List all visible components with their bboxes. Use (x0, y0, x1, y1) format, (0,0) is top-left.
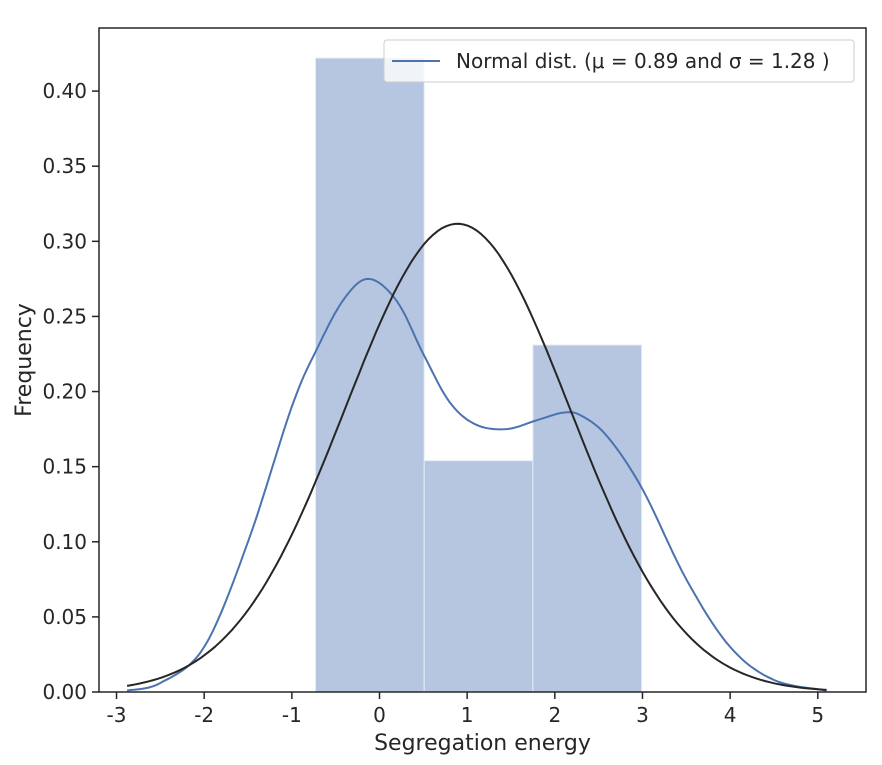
x-tick-label: 5 (811, 703, 824, 727)
y-tick-label: 0.35 (42, 154, 87, 178)
legend-entry: Normal dist. (μ = 0.89 and σ = 1.28 ) (456, 49, 830, 73)
x-tick-label: 2 (548, 703, 561, 727)
y-tick-label: 0.25 (42, 304, 87, 328)
plot-frame (98, 27, 867, 693)
x-tick-label: 4 (724, 703, 737, 727)
y-tick-label: 0.00 (42, 680, 87, 704)
kde-line (126, 277, 827, 692)
normal-fit-line (126, 222, 827, 691)
y-tick-label: 0.15 (42, 455, 87, 479)
legend: Normal dist. (μ = 0.89 and σ = 1.28 ) (383, 39, 855, 83)
x-tick-label: 3 (636, 703, 649, 727)
y-axis-label: Frequency (12, 303, 37, 417)
series-lines (126, 222, 827, 692)
y-tick-label: 0.05 (42, 605, 87, 629)
histogram-bar (532, 344, 643, 693)
x-axis-label: Segregation energy (374, 731, 591, 756)
y-tick-label: 0.40 (42, 79, 87, 103)
y-tick-label: 0.20 (42, 380, 87, 404)
axis-ticks: -3 -2 -1 0 1 2 3 4 5 0.00 0.05 0.10 0.15 0.20 0.25 0.30… (42, 79, 824, 727)
legend-box (383, 39, 855, 83)
x-tick-label: 1 (461, 703, 474, 727)
x-tick-label: -2 (194, 703, 214, 727)
histogram-bar (315, 57, 425, 693)
histogram-bar (423, 460, 534, 693)
x-tick-label: -1 (282, 703, 302, 727)
histogram-bars (315, 57, 643, 693)
y-tick-label: 0.30 (42, 229, 87, 253)
x-tick-label: -3 (107, 703, 127, 727)
x-tick-label: 0 (373, 703, 386, 727)
y-tick-label: 0.10 (42, 530, 87, 554)
